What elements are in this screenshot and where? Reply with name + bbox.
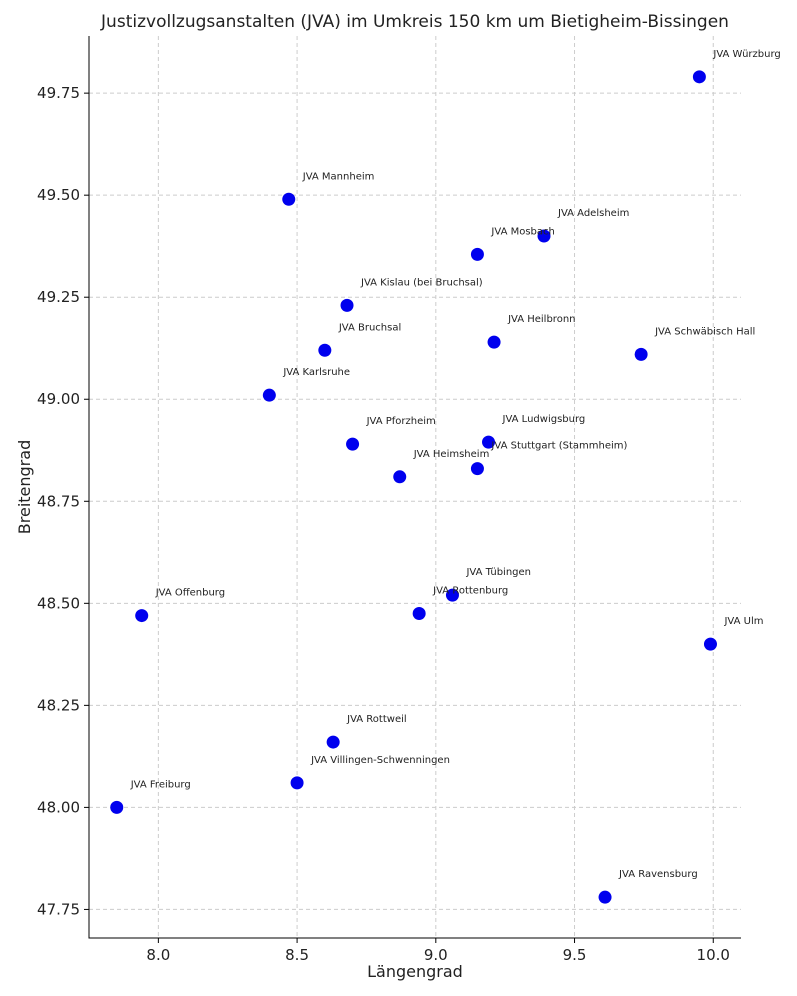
point-label: JVA Pforzheim — [366, 416, 436, 427]
x-tick-label: 8.5 — [285, 946, 309, 964]
point-label: JVA Würzburg — [712, 49, 780, 60]
point-label: JVA Mosbach — [490, 226, 554, 237]
x-axis-label: Längengrad — [367, 962, 463, 981]
data-point — [634, 347, 648, 361]
axis-spines — [88, 36, 741, 939]
x-tick-label: 8.0 — [146, 946, 170, 964]
data-point — [487, 335, 501, 349]
point-label: JVA Mannheim — [302, 171, 375, 182]
y-tick-label: 47.75 — [37, 900, 80, 918]
point-label: JVA Heimsheim — [413, 449, 490, 460]
point-label: JVA Rottweil — [346, 714, 407, 725]
x-axis-ticks: 8.0 8.5 9.0 9.5 10.0 — [146, 938, 730, 964]
data-points — [110, 70, 717, 904]
point-label: JVA Ludwigsburg — [502, 414, 586, 425]
point-label: JVA Rottenburg — [432, 586, 508, 597]
y-tick-label: 49.00 — [37, 390, 80, 408]
data-point — [318, 343, 332, 357]
point-label: JVA Villingen-Schwenningen — [310, 755, 450, 766]
chart-title: Justizvollzugsanstalten (JVA) im Umkreis… — [100, 12, 729, 32]
y-axis-ticks: 47.75 48.00 48.25 48.50 48.75 49.00 49.25 49.50… — [37, 84, 89, 918]
data-point — [346, 437, 360, 451]
grid-lines — [89, 36, 741, 938]
y-tick-label: 49.50 — [37, 186, 80, 204]
x-tick-label: 9.5 — [563, 946, 587, 964]
data-point — [470, 247, 484, 261]
point-label: JVA Tübingen — [465, 567, 531, 578]
y-tick-label: 49.75 — [37, 84, 80, 102]
data-point — [290, 776, 304, 790]
x-tick-label: 9.0 — [424, 946, 448, 964]
data-point — [445, 588, 459, 602]
point-label: JVA Bruchsal — [338, 322, 401, 333]
data-point — [282, 192, 296, 206]
data-point — [482, 435, 496, 449]
point-label: JVA Ravensburg — [618, 869, 698, 880]
point-label: JVA Karlsruhe — [282, 367, 350, 378]
data-point — [340, 298, 354, 312]
data-point — [412, 607, 426, 621]
data-point — [262, 388, 276, 402]
data-point — [393, 470, 407, 484]
point-label: JVA Kislau (bei Bruchsal) — [360, 277, 483, 288]
point-label: JVA Heilbronn — [507, 314, 575, 325]
data-point — [135, 609, 149, 623]
data-point — [110, 800, 124, 814]
data-point — [326, 735, 340, 749]
point-label: JVA Adelsheim — [557, 208, 629, 219]
data-point — [598, 890, 612, 904]
data-point — [692, 70, 706, 84]
y-tick-label: 48.25 — [37, 696, 80, 714]
y-tick-label: 49.25 — [37, 288, 80, 306]
point-label: JVA Schwäbisch Hall — [654, 326, 755, 337]
data-point — [703, 637, 717, 651]
point-label: JVA Ulm — [723, 616, 763, 627]
y-tick-label: 48.50 — [37, 594, 80, 612]
y-tick-label: 48.75 — [37, 492, 80, 510]
data-point — [537, 229, 551, 243]
x-tick-label: 10.0 — [697, 946, 730, 964]
y-axis-label: Breitengrad — [15, 440, 34, 534]
point-label: JVA Stuttgart (Stammheim) — [490, 441, 627, 452]
point-label: JVA Freiburg — [130, 779, 191, 790]
point-label: JVA Offenburg — [155, 588, 225, 599]
data-point — [470, 462, 484, 476]
y-tick-label: 48.00 — [37, 798, 80, 816]
